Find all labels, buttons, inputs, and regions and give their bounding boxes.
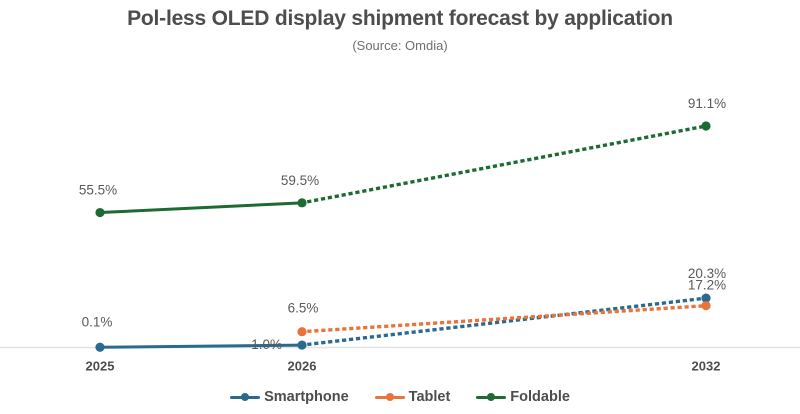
x-axis-tick-2026: 2026 [288,359,317,374]
legend-label-smartphone: Smartphone [264,389,349,405]
data-point-tablet-2032[interactable] [701,301,711,311]
legend-label-tablet: Tablet [408,389,451,405]
series-segment-tablet [300,303,708,334]
legend-item-foldable[interactable]: Foldable [476,389,570,405]
data-point-smartphone-2032[interactable] [701,293,711,303]
value-label-tablet-2032: 17.2% [688,278,726,293]
value-label-foldable-2025: 55.5% [79,183,117,198]
data-point-smartphone-2025[interactable] [95,342,105,352]
series-segment-smartphone [300,296,708,347]
legend-item-smartphone[interactable]: Smartphone [230,389,349,405]
page-title: Pol-less OLED display shipment forecast … [127,7,673,30]
chart-source: (Source: Omdia) [352,37,448,53]
value-label-tablet-2026: 6.5% [288,301,319,316]
value-label-smartphone-2025: 0.1% [82,314,113,329]
chart-legend: Smartphone Tablet Foldable [0,389,800,405]
value-label-foldable-2026: 59.5% [281,173,319,188]
x-axis-tick-2025: 2025 [86,359,115,374]
value-label-smartphone-2032: 20.3% [688,266,726,281]
data-point-foldable-2025[interactable] [95,207,105,218]
series-segment-smartphone [98,343,304,349]
legend-marker-tablet [374,391,405,403]
legend-marker-smartphone [230,391,261,403]
legend-label-foldable: Foldable [510,389,570,405]
data-point-foldable-2026[interactable] [297,198,307,208]
title-block: Pol-less OLED display shipment forecast … [0,6,800,53]
data-point-smartphone-2026[interactable] [297,340,307,350]
legend-item-tablet[interactable]: Tablet [374,389,451,405]
series-segment-foldable [300,124,708,205]
value-label-smartphone-2026: 1.0% [251,337,282,352]
legend-marker-foldable [476,391,507,403]
data-point-foldable-2032[interactable] [701,121,711,131]
value-label-foldable-2032: 91.1% [688,96,726,111]
data-point-tablet-2026[interactable] [297,327,307,337]
x-axis-tick-2032: 2032 [692,359,721,374]
series-segment-foldable [98,201,304,215]
